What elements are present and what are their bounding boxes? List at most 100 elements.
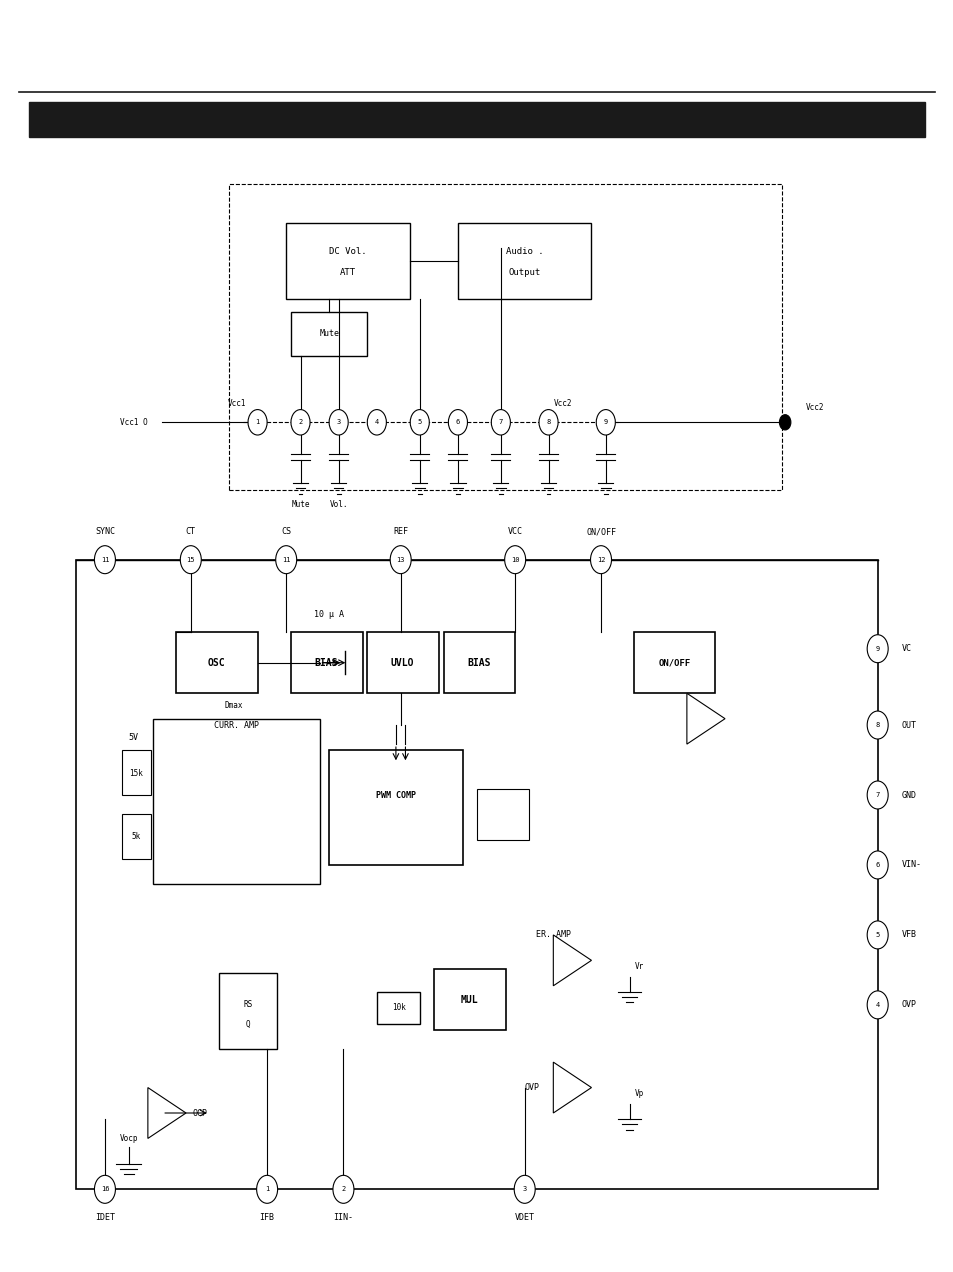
Text: IFB: IFB (259, 1212, 274, 1222)
FancyBboxPatch shape (229, 184, 781, 490)
Text: Dmax: Dmax (224, 701, 243, 711)
Text: 5V: 5V (129, 733, 138, 743)
Circle shape (180, 546, 201, 574)
FancyBboxPatch shape (291, 632, 362, 693)
Text: 13: 13 (396, 557, 404, 562)
Text: 12: 12 (597, 557, 604, 562)
Circle shape (866, 635, 887, 663)
Text: 15: 15 (187, 557, 194, 562)
Text: REF: REF (393, 527, 408, 537)
FancyBboxPatch shape (291, 312, 367, 356)
FancyBboxPatch shape (443, 632, 515, 693)
Text: Q: Q (246, 1019, 250, 1029)
Text: 10: 10 (511, 557, 518, 562)
Text: Output: Output (508, 267, 540, 277)
Circle shape (866, 781, 887, 809)
Text: CT: CT (186, 527, 195, 537)
Text: RS: RS (243, 1000, 253, 1010)
Text: MUL: MUL (460, 995, 477, 1005)
Circle shape (866, 991, 887, 1019)
Text: VCC: VCC (507, 527, 522, 537)
FancyBboxPatch shape (286, 223, 410, 299)
Text: BIAS: BIAS (314, 658, 337, 668)
Bar (29, 102, 924, 137)
Text: ON/OFF: ON/OFF (585, 527, 616, 537)
Text: ATT: ATT (340, 267, 355, 277)
FancyBboxPatch shape (176, 632, 257, 693)
Text: OVP: OVP (901, 1000, 916, 1010)
Text: 11: 11 (282, 557, 290, 562)
Text: 16: 16 (101, 1187, 109, 1192)
Circle shape (256, 1175, 277, 1203)
Circle shape (866, 921, 887, 949)
Circle shape (491, 410, 510, 435)
FancyBboxPatch shape (122, 814, 151, 859)
Text: 1: 1 (265, 1187, 269, 1192)
FancyBboxPatch shape (152, 719, 319, 884)
Text: 6: 6 (875, 862, 879, 868)
Circle shape (504, 546, 525, 574)
Circle shape (333, 1175, 354, 1203)
FancyBboxPatch shape (376, 992, 419, 1024)
Text: ON/OFF: ON/OFF (658, 658, 690, 668)
Text: Vocp: Vocp (119, 1133, 138, 1144)
Text: 9: 9 (875, 646, 879, 651)
Text: Vcc2: Vcc2 (553, 398, 571, 408)
Circle shape (248, 410, 267, 435)
Circle shape (94, 1175, 115, 1203)
Text: SYNC: SYNC (95, 527, 114, 537)
Text: 8: 8 (875, 722, 879, 728)
Circle shape (275, 546, 296, 574)
Text: Vcc1 O: Vcc1 O (120, 417, 148, 427)
FancyBboxPatch shape (634, 632, 715, 693)
Text: Mute: Mute (291, 500, 310, 510)
Text: ER. AMP: ER. AMP (536, 930, 570, 940)
Text: VC: VC (901, 644, 910, 654)
Circle shape (596, 410, 615, 435)
Text: Vcc1: Vcc1 (228, 398, 246, 408)
Circle shape (538, 410, 558, 435)
Circle shape (779, 415, 790, 430)
Polygon shape (686, 693, 724, 744)
Text: 10k: 10k (392, 1002, 405, 1013)
Text: Audio .: Audio . (505, 247, 543, 257)
Text: 2: 2 (341, 1187, 345, 1192)
Circle shape (866, 711, 887, 739)
FancyBboxPatch shape (219, 973, 276, 1049)
Text: 1: 1 (255, 420, 259, 425)
FancyBboxPatch shape (122, 750, 151, 795)
FancyBboxPatch shape (329, 750, 462, 865)
Circle shape (866, 851, 887, 879)
Text: 3: 3 (522, 1187, 526, 1192)
Text: BIAS: BIAS (467, 658, 490, 668)
Text: Vp: Vp (634, 1089, 643, 1099)
Text: VIN-: VIN- (901, 860, 921, 870)
FancyBboxPatch shape (434, 969, 505, 1030)
Text: 3: 3 (336, 420, 340, 425)
FancyBboxPatch shape (476, 789, 529, 840)
Text: 8: 8 (546, 420, 550, 425)
Text: 4: 4 (375, 420, 378, 425)
Text: OUT: OUT (901, 720, 916, 730)
Text: PWM COMP: PWM COMP (375, 790, 416, 800)
Text: VDET: VDET (515, 1212, 534, 1222)
Text: 5: 5 (875, 932, 879, 937)
Circle shape (367, 410, 386, 435)
Text: Vr: Vr (634, 962, 643, 972)
Text: GND: GND (901, 790, 916, 800)
Text: 11: 11 (101, 557, 109, 562)
Circle shape (590, 546, 611, 574)
Text: IDET: IDET (95, 1212, 114, 1222)
Circle shape (448, 410, 467, 435)
Circle shape (94, 546, 115, 574)
Text: DC Vol.: DC Vol. (329, 247, 367, 257)
FancyBboxPatch shape (457, 223, 591, 299)
Text: 4: 4 (875, 1002, 879, 1007)
Circle shape (514, 1175, 535, 1203)
Text: OSC: OSC (208, 658, 225, 668)
Text: 10 µ A: 10 µ A (314, 609, 344, 619)
Text: Vol.: Vol. (329, 500, 348, 510)
Text: OVP: OVP (523, 1082, 538, 1093)
Text: 7: 7 (498, 420, 502, 425)
Text: VFB: VFB (901, 930, 916, 940)
